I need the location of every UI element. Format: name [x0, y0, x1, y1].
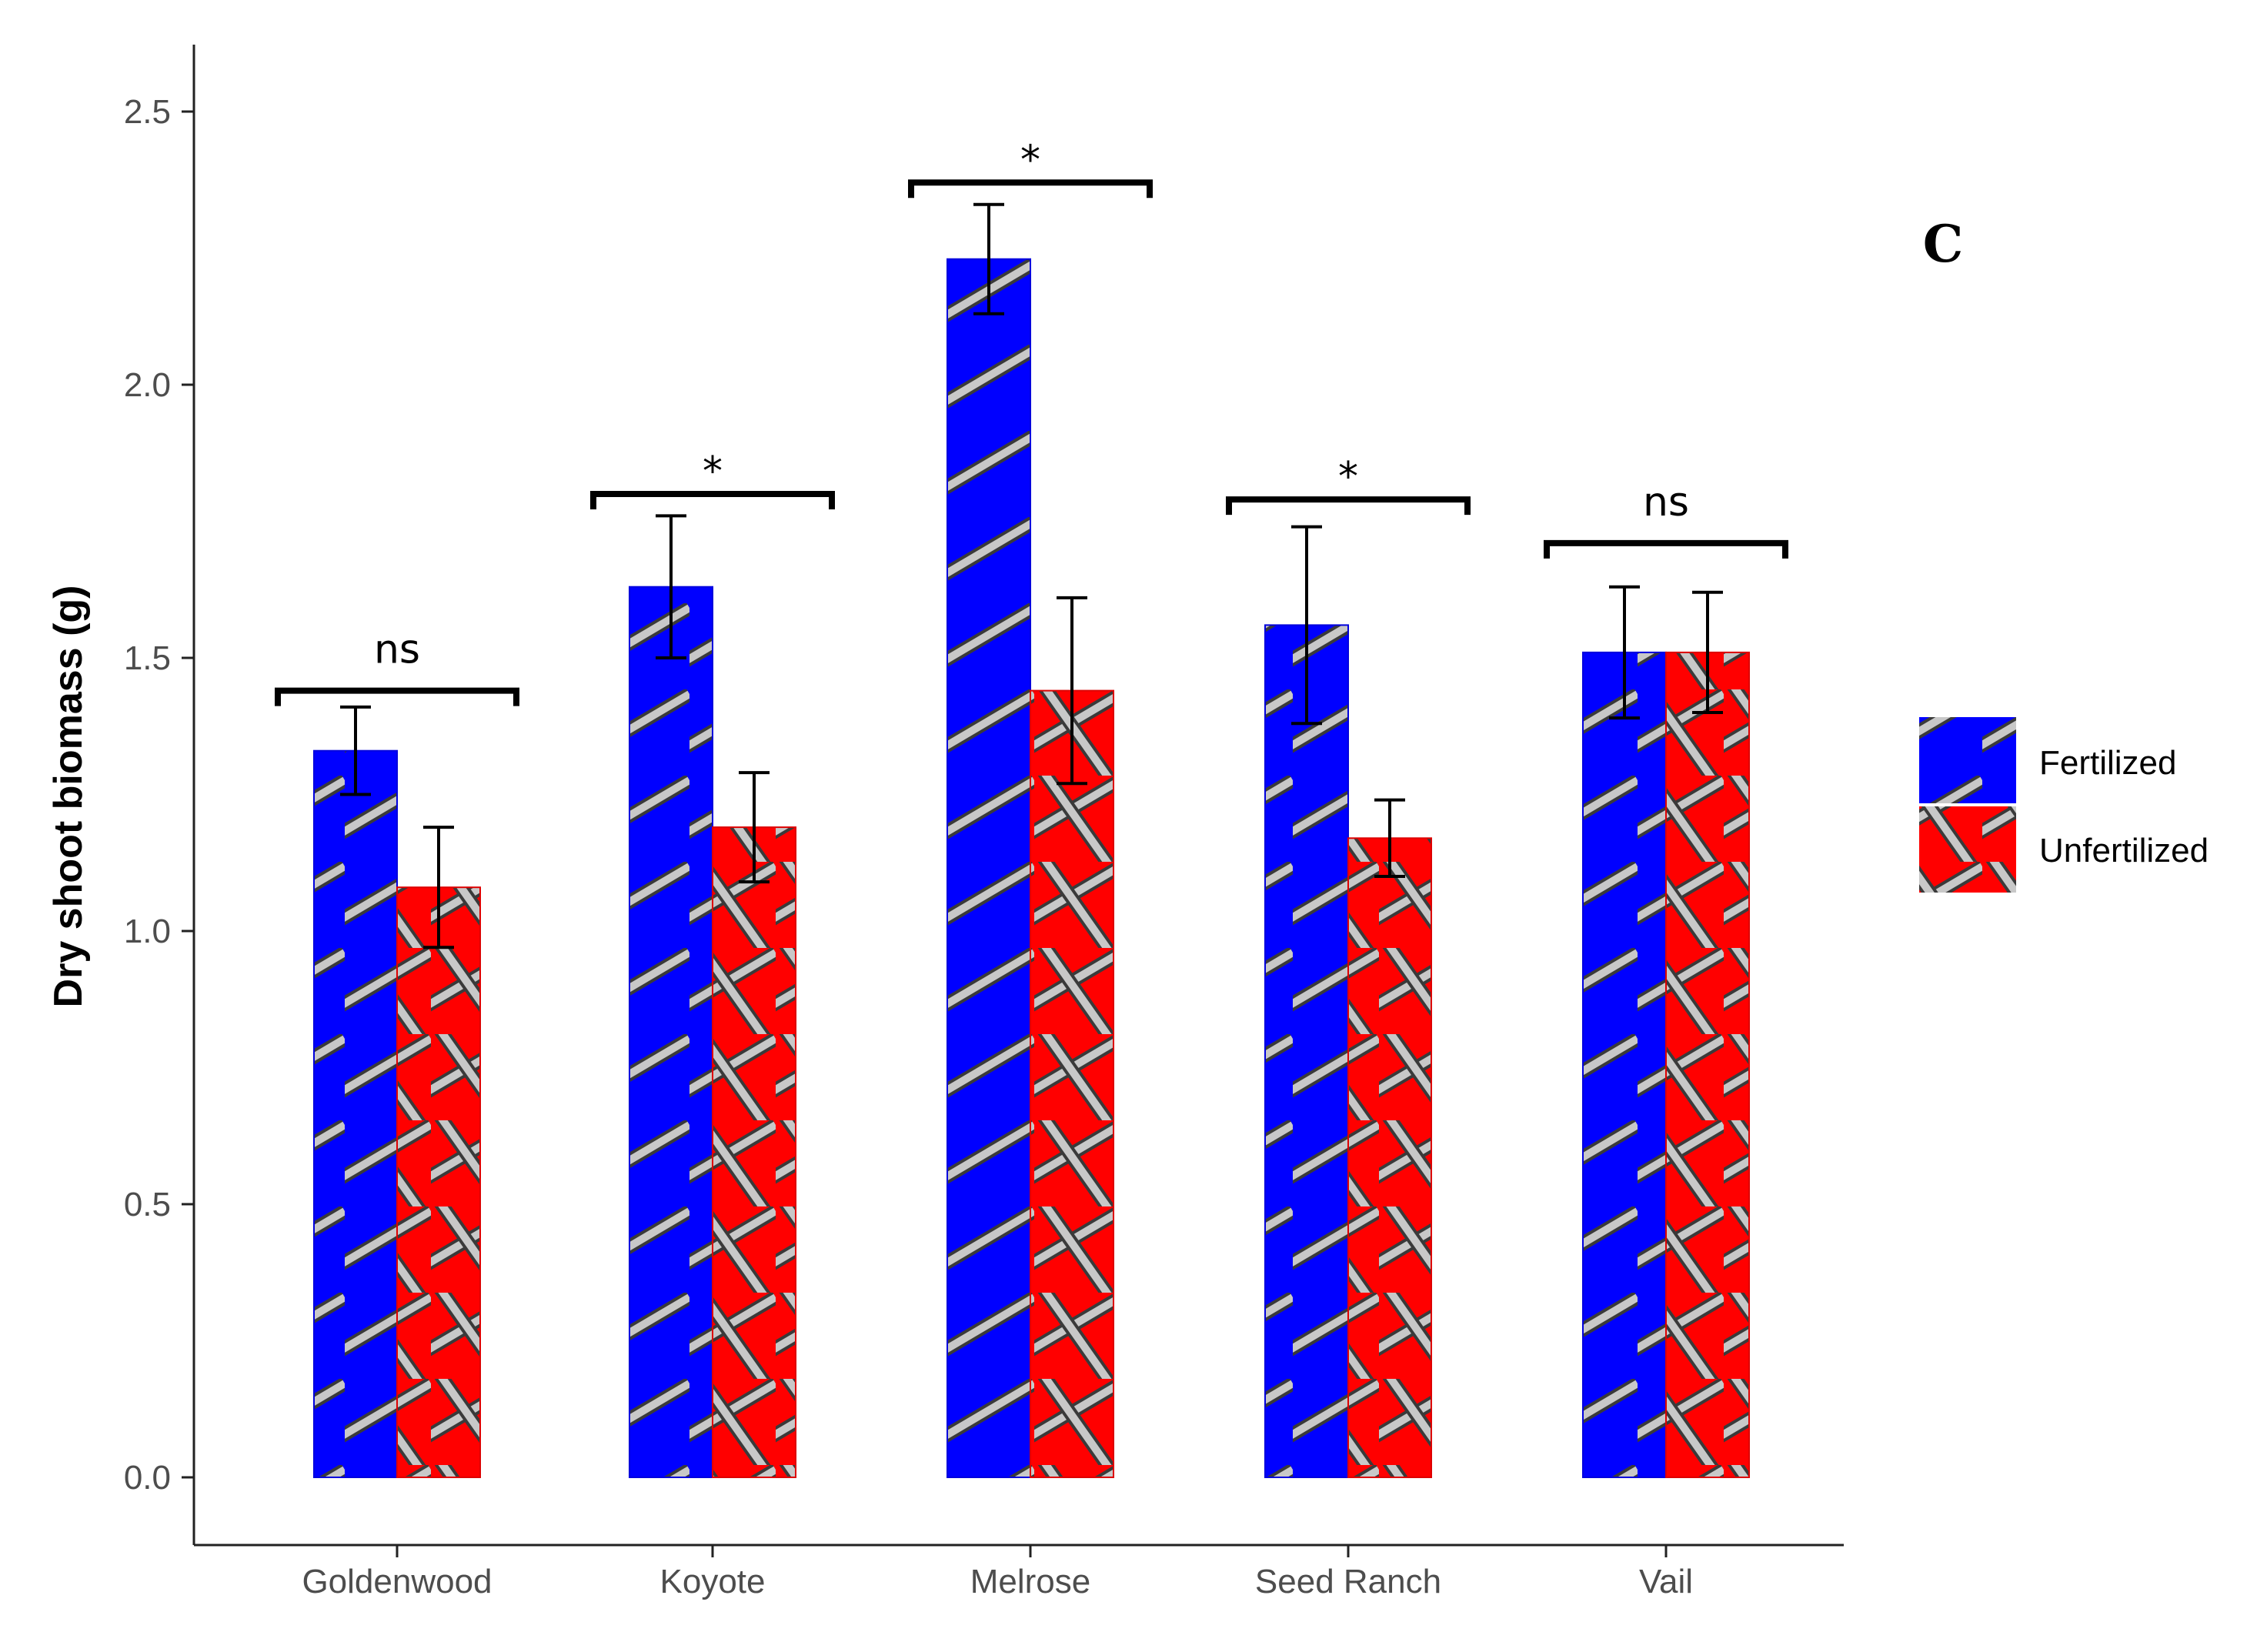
y-tick-label: 1.0: [124, 913, 171, 950]
error-bars: [340, 202, 1723, 949]
error-bar: [423, 826, 454, 949]
significance-label: ns: [374, 627, 420, 673]
axes: [192, 45, 1844, 1547]
significance-bracket: [590, 491, 835, 509]
error-bar: [973, 202, 1004, 315]
error-bar: [739, 771, 770, 884]
significance-label: ns: [1643, 479, 1689, 526]
panel-label: C: [1923, 214, 1964, 274]
y-ticks: 0.0 0.5 1.0 1.5 2.0 2.5: [124, 93, 194, 1497]
y-axis-title: Dry shoot biomass (g): [46, 586, 91, 1008]
bar-fertilized: [947, 258, 1031, 1479]
bar-fertilized: [1582, 651, 1667, 1478]
error-bar: [1374, 798, 1405, 878]
bar-unfertilized: [1347, 837, 1432, 1479]
significance-label: *: [1020, 137, 1040, 183]
legend-swatch-fertilized: [1919, 717, 2016, 803]
error-bar: [1609, 585, 1640, 720]
significance-bracket: [1226, 496, 1471, 516]
error-bar: [340, 705, 371, 796]
significance-bracket: [908, 179, 1153, 199]
significance-bracket: [275, 687, 519, 706]
error-bar: [1692, 590, 1723, 714]
bar-fertilized: [313, 749, 398, 1478]
significance-brackets: ns * * * ns: [275, 137, 1788, 706]
bar-unfertilized: [712, 826, 796, 1478]
bar-fertilized: [1264, 624, 1349, 1478]
x-tick-label: Vail: [1639, 1563, 1693, 1600]
bars: [313, 258, 1750, 1479]
bar-fertilized: [629, 586, 713, 1479]
error-bar: [1057, 596, 1087, 786]
x-tick-label: Goldenwood: [302, 1563, 492, 1600]
y-tick-label: 1.5: [124, 639, 171, 677]
x-ticks: Goldenwood Koyote Melrose Seed Ranch Vail: [302, 1545, 1693, 1600]
legend-label-fertilized: Fertilized: [2039, 744, 2177, 782]
bar-unfertilized: [396, 886, 481, 1478]
error-bar: [656, 514, 686, 659]
y-tick-label: 0.0: [124, 1459, 171, 1497]
x-tick-label: Seed Ranch: [1255, 1563, 1441, 1600]
y-tick-label: 0.5: [124, 1186, 171, 1223]
error-bar: [1291, 525, 1322, 726]
y-tick-label: 2.5: [124, 93, 171, 131]
x-tick-label: Melrose: [970, 1563, 1091, 1600]
x-tick-label: Koyote: [660, 1563, 766, 1600]
bar-unfertilized: [1665, 651, 1750, 1478]
significance-label: *: [703, 449, 723, 495]
legend-label-unfertilized: Unfertilized: [2039, 832, 2209, 869]
legend: Fertilized Unfertilized: [1919, 717, 2209, 893]
bar-unfertilized: [1030, 689, 1114, 1478]
legend-swatch-unfertilized: [1919, 806, 2016, 893]
y-tick-label: 2.0: [124, 366, 171, 404]
significance-bracket: [1544, 539, 1788, 559]
significance-label: *: [1338, 454, 1358, 500]
